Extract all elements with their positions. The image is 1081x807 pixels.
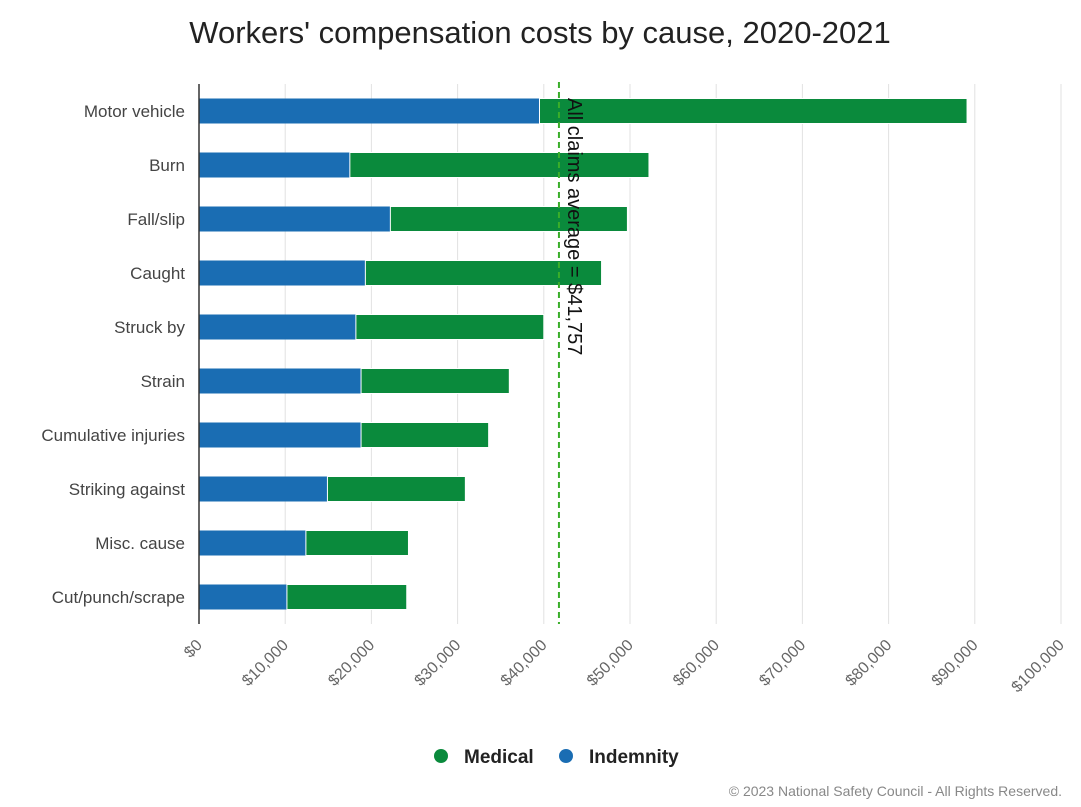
bar-segment-indemnity[interactable] <box>199 314 356 340</box>
x-tick-label: $10,000 <box>239 637 292 690</box>
x-tick-label: $60,000 <box>670 637 723 690</box>
x-tick-label: $90,000 <box>929 637 982 690</box>
x-tick-label: $80,000 <box>843 637 896 690</box>
legend-swatch <box>559 749 573 763</box>
category-label: Cut/punch/scrape <box>52 588 185 607</box>
category-label: Strain <box>141 372 185 391</box>
average-reference-label: All claims average = $41,757 <box>563 98 585 355</box>
bar-segment-indemnity[interactable] <box>199 206 391 232</box>
category-label: Motor vehicle <box>84 102 185 121</box>
legend-label: Indemnity <box>589 747 679 768</box>
category-label: Fall/slip <box>127 210 185 229</box>
category-label: Striking against <box>69 480 186 499</box>
x-tick-label: $20,000 <box>325 637 378 690</box>
bar-segment-medical[interactable] <box>538 98 968 124</box>
bar-segment-indemnity[interactable] <box>199 584 287 610</box>
bar-segment-medical[interactable] <box>305 530 409 556</box>
bar-segment-indemnity[interactable] <box>199 422 362 448</box>
bar-segment-medical[interactable] <box>364 260 603 286</box>
category-label: Struck by <box>114 318 185 337</box>
category-label: Misc. cause <box>95 534 185 553</box>
average-reference: All claims average = $41,757 <box>557 82 585 624</box>
legend-label: Medical <box>464 747 534 768</box>
x-tick-label: $70,000 <box>756 637 809 690</box>
bar-segment-medical[interactable] <box>286 584 408 610</box>
bar-segment-medical[interactable] <box>326 476 466 502</box>
bar-segment-indemnity[interactable] <box>199 476 328 502</box>
chart-title: Workers' compensation costs by cause, 20… <box>189 15 891 50</box>
bar-segment-medical[interactable] <box>349 152 650 178</box>
legend-item-indemnity[interactable]: Indemnity <box>559 747 679 768</box>
bar-segment-medical[interactable] <box>389 206 628 232</box>
bar-segment-indemnity[interactable] <box>199 368 362 394</box>
x-tick-label: $40,000 <box>498 637 551 690</box>
bar-segment-medical[interactable] <box>360 368 510 394</box>
bar-segment-medical[interactable] <box>355 314 545 340</box>
legend[interactable]: Medical Indemnity <box>434 747 679 768</box>
bar-segment-medical[interactable] <box>360 422 490 448</box>
category-label: Cumulative injuries <box>41 426 185 445</box>
x-tick-label: $100,000 <box>1009 637 1068 696</box>
bar-segment-indemnity[interactable] <box>199 530 306 556</box>
bar-segment-indemnity[interactable] <box>199 260 366 286</box>
x-tick-label: $50,000 <box>584 637 637 690</box>
bar-segment-indemnity[interactable] <box>199 98 540 124</box>
legend-item-medical[interactable]: Medical <box>434 747 534 768</box>
category-label: Caught <box>130 264 185 283</box>
copyright-credit: © 2023 National Safety Council - All Rig… <box>729 783 1062 799</box>
x-tick-label: $30,000 <box>412 637 465 690</box>
bar-segment-indemnity[interactable] <box>199 152 350 178</box>
legend-swatch <box>434 749 448 763</box>
bars <box>199 98 968 610</box>
x-tick-label: $0 <box>181 637 206 662</box>
category-label: Burn <box>149 156 185 175</box>
